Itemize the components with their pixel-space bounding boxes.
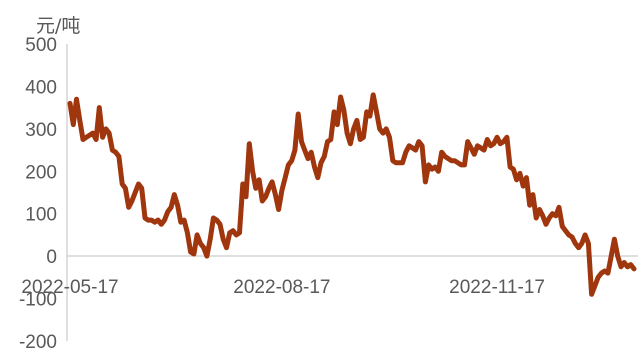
y-axis-unit-label: 元/吨 — [36, 15, 80, 37]
y-tick-label: 0 — [46, 247, 57, 268]
y-tick-label: 100 — [25, 205, 57, 226]
y-tick-label: 400 — [25, 77, 57, 98]
y-tick-label: 200 — [25, 162, 57, 183]
y-tick-label: 500 — [25, 35, 57, 56]
y-tick-label: -100 — [19, 290, 57, 311]
series-line — [67, 92, 637, 297]
x-axis-tick-labels: 2022-05-17 2022-08-17 2022-11-17 — [21, 277, 545, 298]
x-tick-label: 2022-05-17 — [21, 277, 118, 298]
y-axis-tick-labels: 500 400 300 200 100 0 -100 -200 — [19, 35, 57, 349]
x-tick-label: 2022-11-17 — [449, 277, 545, 298]
y-tick-label: 300 — [25, 120, 57, 141]
y-tick-label: -200 — [19, 332, 57, 349]
x-tick-label: 2022-08-17 — [233, 277, 330, 298]
